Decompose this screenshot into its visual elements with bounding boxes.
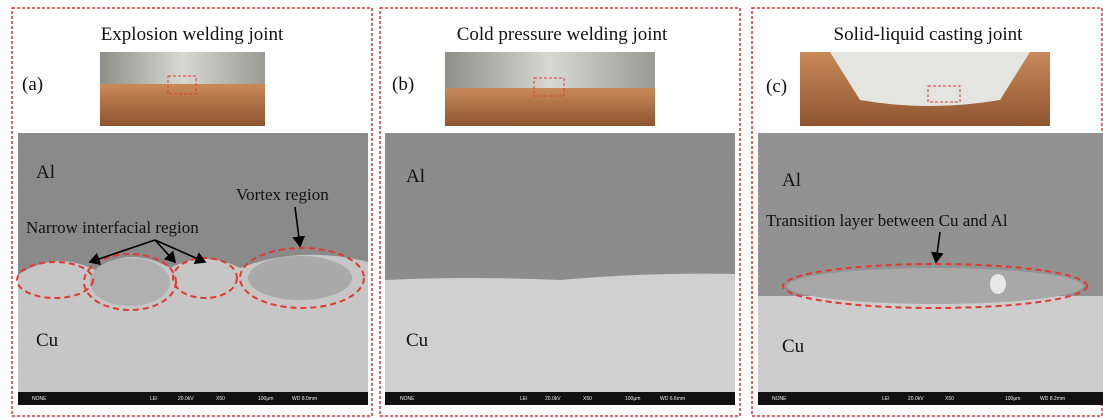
panel-a: Explosion welding joint (a) Al Cu Narrow… [12, 8, 372, 416]
annotation: Narrow interfacial region [26, 218, 199, 237]
info-text: NONE [32, 396, 47, 402]
material-label: Al [406, 166, 425, 187]
panel-title: Explosion welding joint [101, 24, 284, 45]
info-text: 20.0kV [908, 396, 924, 402]
photo [800, 52, 1050, 126]
info-text: 100μm [625, 396, 640, 402]
panel-label: (a) [22, 74, 43, 95]
panel-b: Cold pressure welding joint (b) Al Cu NO… [380, 8, 740, 416]
info-text: 100μm [1005, 396, 1020, 402]
material-label: Cu [36, 330, 59, 351]
material-label: Cu [406, 330, 429, 351]
info-text: NONE [772, 396, 787, 402]
material-label: Al [36, 162, 55, 183]
info-text: LEI [882, 396, 890, 402]
info-text: 20.0kV [178, 396, 194, 402]
info-text: WD 8.0mm [292, 396, 317, 402]
figure: Explosion welding joint (a) Al Cu Narrow… [0, 0, 1103, 418]
panel-label: (c) [766, 76, 787, 97]
info-text: LEI [150, 396, 158, 402]
info-text: X50 [216, 396, 225, 402]
material-label: Al [782, 170, 801, 191]
info-text: NONE [400, 396, 415, 402]
info-text: X50 [583, 396, 592, 402]
photo [445, 52, 655, 126]
annotation: Transition layer between Cu and Al [766, 211, 1008, 230]
sem-image [758, 133, 1103, 405]
info-text: 20.0kV [545, 396, 561, 402]
annotation: Vortex region [236, 185, 329, 204]
material-label: Cu [782, 336, 805, 357]
info-text: X50 [945, 396, 954, 402]
info-text: WD 6.6mm [660, 396, 685, 402]
panel-title: Solid-liquid casting joint [834, 24, 1024, 45]
panel-title: Cold pressure welding joint [457, 24, 668, 45]
info-text: 100μm [258, 396, 273, 402]
info-text: WD 8.2mm [1040, 396, 1065, 402]
info-text: LEI [520, 396, 528, 402]
sem-image [18, 133, 368, 405]
photo [100, 52, 265, 126]
panel-c: Solid-liquid casting joint (c) Al Cu Tra… [752, 8, 1103, 416]
panel-label: (b) [392, 74, 414, 95]
sem-image [385, 133, 735, 405]
